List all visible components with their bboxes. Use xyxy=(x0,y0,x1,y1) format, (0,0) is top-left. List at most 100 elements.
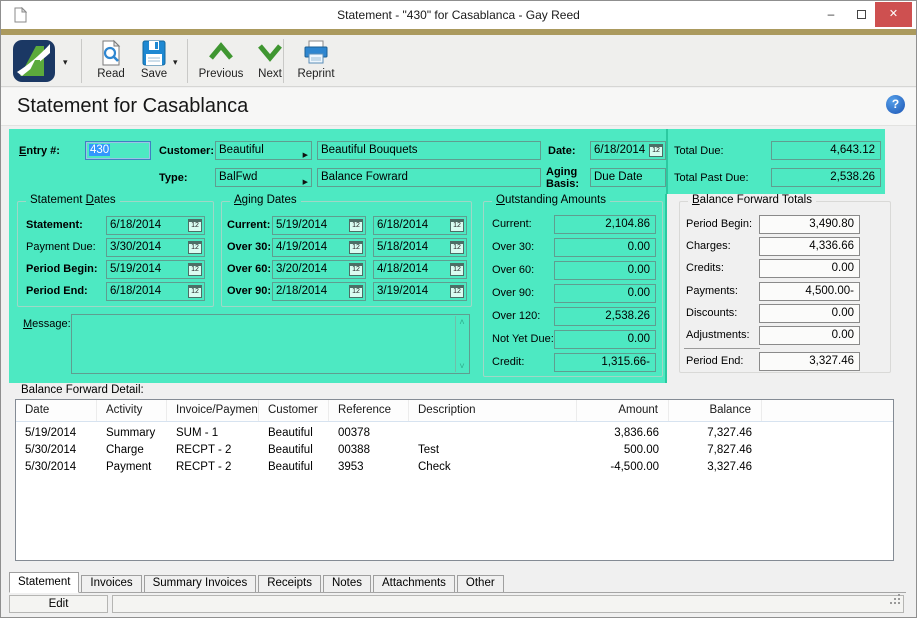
tab-attachments[interactable]: Attachments xyxy=(373,575,455,592)
aging-over60-from[interactable]: 3/20/201412 xyxy=(272,260,366,279)
tab-invoices[interactable]: Invoices xyxy=(81,575,141,592)
column-header-balance[interactable]: Balance xyxy=(669,400,762,421)
calendar-icon[interactable]: 12 xyxy=(450,241,464,254)
statement-date-input[interactable]: 6/18/201412 xyxy=(106,216,205,235)
bft-period-begin-label: Period Begin: xyxy=(686,218,752,230)
aging-over30-to[interactable]: 5/18/201412 xyxy=(373,238,467,257)
calendar-icon[interactable]: 12 xyxy=(349,285,363,298)
bft-credits-value: 0.00 xyxy=(759,259,860,278)
combo-arrow-icon[interactable]: ▶ xyxy=(303,174,308,187)
scroll-down-icon[interactable]: ˅ xyxy=(456,361,468,371)
type-code-combo[interactable]: BalFwd▶ xyxy=(215,168,312,187)
chevron-up-icon xyxy=(193,39,249,69)
table-row[interactable]: 5/19/2014 Summary SUM - 1 Beautiful 0037… xyxy=(16,425,893,442)
column-header-description[interactable]: Description xyxy=(409,400,577,421)
app-logo[interactable] xyxy=(13,40,55,82)
message-textarea[interactable]: ˄ ˅ xyxy=(71,314,470,374)
customer-code-combo[interactable]: Beautiful▶ xyxy=(215,141,312,160)
payment-due-input[interactable]: 3/30/201412 xyxy=(106,238,205,257)
column-header-activity[interactable]: Activity xyxy=(97,400,167,421)
message-scrollbar[interactable]: ˄ ˅ xyxy=(455,316,468,372)
resize-grip[interactable] xyxy=(890,592,901,610)
logo-dropdown-icon[interactable]: ▾ xyxy=(63,57,68,68)
previous-button[interactable]: Previous xyxy=(193,39,249,85)
save-dropdown-icon[interactable]: ▾ xyxy=(173,57,178,68)
tab-statement[interactable]: Statement xyxy=(9,572,79,593)
period-end-input[interactable]: 6/18/201412 xyxy=(106,282,205,301)
column-header-amount[interactable]: Amount xyxy=(577,400,669,421)
aging-over60-to[interactable]: 4/18/201412 xyxy=(373,260,467,279)
minimize-button[interactable]: – xyxy=(818,1,844,27)
calendar-icon[interactable]: 12 xyxy=(649,144,663,157)
read-icon xyxy=(91,39,131,69)
reprint-button[interactable]: Reprint xyxy=(291,39,341,85)
calendar-icon[interactable]: 12 xyxy=(188,241,202,254)
aging-basis-label: AgingBasis: xyxy=(546,166,579,190)
bft-charges-label: Charges: xyxy=(686,240,731,252)
close-button[interactable]: ✕ xyxy=(875,2,912,27)
table-row[interactable]: 5/30/2014 Charge RECPT - 2 Beautiful 003… xyxy=(16,442,893,459)
aging-current-to[interactable]: 6/18/201412 xyxy=(373,216,467,235)
oa-over120-label: Over 120: xyxy=(492,310,540,322)
aging-over30-from[interactable]: 4/19/201412 xyxy=(272,238,366,257)
period-end-label: Period End: xyxy=(26,285,88,297)
date-input[interactable]: 6/18/201412 xyxy=(590,141,666,160)
cell-balance: 3,327.46 xyxy=(669,459,762,476)
balance-forward-detail-table: Date Activity Invoice/Payment Customer R… xyxy=(15,399,894,561)
tab-notes[interactable]: Notes xyxy=(323,575,371,592)
cell-description: Check xyxy=(409,459,577,476)
toolbar-separator xyxy=(283,39,284,83)
customer-name-field[interactable]: Beautiful Bouquets xyxy=(317,141,541,160)
column-header-customer[interactable]: Customer xyxy=(259,400,329,421)
cell-customer: Beautiful xyxy=(259,425,329,442)
calendar-icon[interactable]: 12 xyxy=(188,219,202,232)
maximize-button[interactable] xyxy=(848,1,874,27)
aging-over90-label: Over 90: xyxy=(227,285,271,297)
type-name-field[interactable]: Balance Fowrard xyxy=(317,168,541,187)
oa-over90-value: 0.00 xyxy=(554,284,656,303)
oa-current-label: Current: xyxy=(492,218,532,230)
entry-number-input[interactable]: 430 xyxy=(85,141,151,160)
save-button[interactable]: Save xyxy=(135,39,173,85)
combo-arrow-icon[interactable]: ▶ xyxy=(303,147,308,160)
period-begin-input[interactable]: 5/19/201412 xyxy=(106,260,205,279)
aging-basis-field[interactable]: Due Date xyxy=(590,168,666,187)
statement-dates-title: Statement Dates xyxy=(26,194,120,206)
bft-discounts-value: 0.00 xyxy=(759,304,860,323)
status-bar: Edit xyxy=(9,595,904,613)
read-button[interactable]: Read xyxy=(91,39,131,85)
column-header-reference[interactable]: Reference xyxy=(329,400,409,421)
column-header-invoice-payment[interactable]: Invoice/Payment xyxy=(167,400,259,421)
tab-other[interactable]: Other xyxy=(457,575,504,592)
edit-button[interactable]: Edit xyxy=(9,595,108,613)
oa-over60-value: 0.00 xyxy=(554,261,656,280)
cell-invoice-payment: SUM - 1 xyxy=(167,425,259,442)
tab-strip: Statement Invoices Summary Invoices Rece… xyxy=(9,572,906,593)
scroll-up-icon[interactable]: ˄ xyxy=(456,317,468,327)
tab-receipts[interactable]: Receipts xyxy=(258,575,321,592)
oa-notyetdue-value: 0.00 xyxy=(554,330,656,349)
chevron-down-icon xyxy=(253,39,287,69)
cell-activity: Payment xyxy=(97,459,167,476)
calendar-icon[interactable]: 12 xyxy=(188,263,202,276)
next-button[interactable]: Next xyxy=(253,39,287,85)
aging-current-label: Current: xyxy=(227,219,270,231)
calendar-icon[interactable]: 12 xyxy=(349,219,363,232)
cell-amount: -4,500.00 xyxy=(577,459,669,476)
calendar-icon[interactable]: 12 xyxy=(450,219,464,232)
aging-over90-from[interactable]: 2/18/201412 xyxy=(272,282,366,301)
calendar-icon[interactable]: 12 xyxy=(349,241,363,254)
entry-number-label: Entry #: xyxy=(19,145,60,157)
cell-reference: 00378 xyxy=(329,425,409,442)
aging-current-from[interactable]: 5/19/201412 xyxy=(272,216,366,235)
column-header-date[interactable]: Date xyxy=(16,400,97,421)
tab-summary-invoices[interactable]: Summary Invoices xyxy=(144,575,257,592)
cell-reference: 3953 xyxy=(329,459,409,476)
table-row[interactable]: 5/30/2014 Payment RECPT - 2 Beautiful 39… xyxy=(16,459,893,476)
calendar-icon[interactable]: 12 xyxy=(450,263,464,276)
calendar-icon[interactable]: 12 xyxy=(349,263,363,276)
calendar-icon[interactable]: 12 xyxy=(450,285,464,298)
help-icon[interactable]: ? xyxy=(886,95,905,114)
calendar-icon[interactable]: 12 xyxy=(188,285,202,298)
aging-over90-to[interactable]: 3/19/201412 xyxy=(373,282,467,301)
